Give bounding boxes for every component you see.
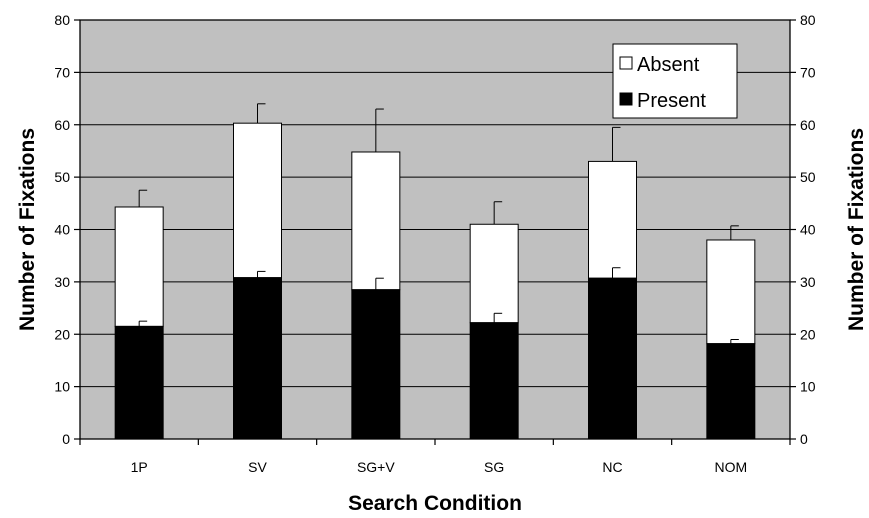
- x-axis: 1P SV SG+V SG NC NOM: [79, 439, 791, 475]
- bar-absent: [588, 160, 637, 279]
- x-tick-label: SV: [248, 459, 267, 475]
- y-tick-label: 60: [54, 117, 70, 133]
- y-tick-label-right: 50: [800, 169, 816, 185]
- y-tick-label-right: 0: [800, 431, 808, 447]
- y-tick-label-right: 80: [800, 12, 816, 28]
- legend-swatch-absent: [619, 56, 633, 70]
- bar-absent: [469, 223, 519, 324]
- x-tick-label: NOM: [714, 459, 747, 475]
- bar-absent: [351, 151, 401, 291]
- x-tick-label: SG: [484, 459, 504, 475]
- right-y-axis: 0 10 20 30 40 50 60 70 80: [790, 12, 816, 447]
- legend-label-present: Present: [637, 90, 706, 112]
- legend: Absent Present: [612, 43, 738, 119]
- bar-present: [233, 277, 282, 440]
- y-tick-label-right: 30: [800, 274, 816, 290]
- y-axis-title-right: Number of Fixations: [845, 128, 868, 331]
- y-tick-label: 30: [54, 274, 70, 290]
- left-y-axis: 0 10 20 30 40 50 60 70 80: [54, 12, 80, 447]
- y-tick-label: 40: [54, 222, 70, 238]
- y-tick-label-right: 60: [800, 117, 816, 133]
- bar-present: [469, 322, 519, 440]
- bar-absent: [233, 122, 282, 279]
- y-tick-label: 0: [62, 431, 70, 447]
- y-tick-label: 80: [54, 12, 70, 28]
- bar-absent: [114, 206, 164, 327]
- legend-label-absent: Absent: [637, 54, 700, 76]
- bar-present: [588, 277, 637, 440]
- x-tick-label: SG+V: [357, 459, 395, 475]
- y-tick-label-right: 10: [800, 379, 816, 395]
- bar-present: [706, 343, 756, 440]
- bar-absent: [706, 239, 756, 345]
- bar-present: [351, 289, 401, 440]
- y-tick-label: 20: [54, 326, 70, 342]
- bar-present: [114, 325, 164, 440]
- legend-box: [612, 43, 738, 119]
- x-tick-label: NC: [602, 459, 622, 475]
- legend-swatch-present: [619, 92, 633, 106]
- y-tick-label-right: 40: [800, 222, 816, 238]
- error-bars-layer: [138, 103, 739, 344]
- y-tick-label: 50: [54, 169, 70, 185]
- y-tick-label: 10: [54, 379, 70, 395]
- y-tick-label-right: 20: [800, 326, 816, 342]
- y-axis-title: Number of Fixations: [16, 128, 39, 331]
- y-tick-label: 70: [54, 64, 70, 80]
- x-tick-label: 1P: [131, 459, 148, 475]
- x-axis-title: Search Condition: [348, 492, 522, 515]
- y-tick-label-right: 70: [800, 64, 816, 80]
